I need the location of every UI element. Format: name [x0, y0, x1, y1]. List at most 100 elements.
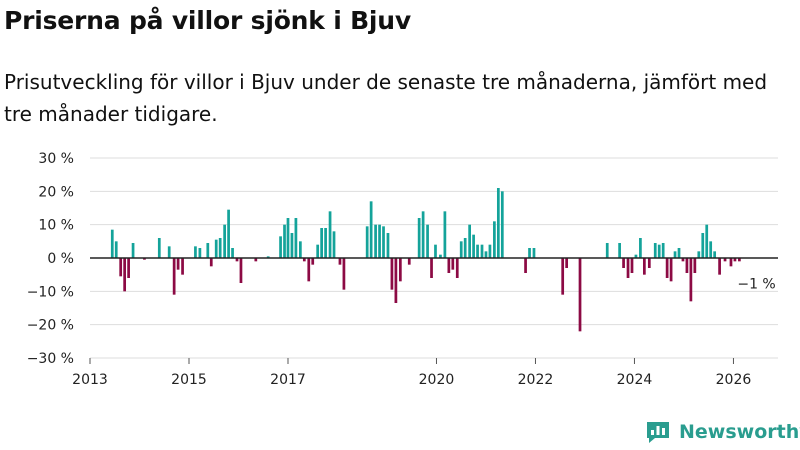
bar [320, 228, 324, 258]
bar [283, 224, 286, 258]
bar [463, 238, 467, 258]
bar [417, 218, 421, 258]
brand-name: Newsworthy [679, 421, 800, 443]
y-tick-label: 10 % [38, 218, 74, 234]
bar [194, 246, 197, 258]
bar [626, 258, 630, 278]
bar [214, 239, 218, 258]
bar [443, 211, 447, 258]
y-tick-label: 0 % [47, 251, 74, 267]
bar [239, 258, 243, 283]
bar [290, 233, 294, 258]
gridlines [90, 157, 778, 359]
bar [378, 224, 381, 258]
bar-series [110, 188, 741, 332]
bar [634, 254, 638, 258]
bar [605, 243, 609, 258]
bar [500, 191, 504, 258]
last-value-label: −1 % [737, 276, 775, 292]
bar [266, 256, 270, 258]
bar [119, 258, 123, 277]
bar [642, 258, 646, 275]
annotations: −1 % [737, 276, 775, 292]
bar [661, 243, 665, 258]
bar [476, 244, 479, 258]
bar-chart: 30 % 20 % 10 % 0 % −10 % −20 % −30 % 2013 2015 2… [27, 151, 778, 388]
bar [235, 258, 239, 262]
bar [332, 231, 336, 258]
x-tick-label: 2022 [518, 372, 554, 388]
bar [302, 258, 306, 262]
x-tick-label: 2013 [72, 372, 108, 388]
bar [369, 201, 373, 258]
y-axis-ticks: 30 % 20 % 10 % 0 % −10 % −20 % −30 % [27, 151, 74, 367]
bar [524, 258, 527, 273]
bar [472, 234, 475, 258]
bar [701, 233, 705, 258]
bar [342, 258, 346, 290]
bar [733, 258, 737, 262]
y-tick-label: 20 % [38, 184, 74, 200]
bar [430, 258, 433, 278]
bar [669, 258, 673, 282]
bar [279, 236, 282, 258]
bar [689, 258, 693, 302]
bar [386, 233, 390, 258]
bar [705, 224, 709, 258]
bar [647, 258, 651, 268]
bar [480, 244, 484, 258]
y-tick-label: 30 % [38, 151, 74, 167]
bar [181, 258, 184, 275]
bar [338, 258, 342, 265]
bar [630, 258, 634, 273]
chart-title: Priserna på villor sjönk i Bjuv [4, 6, 411, 35]
x-tick-label: 2015 [171, 372, 207, 388]
chart-subtitle: Prisutveckling för villor i Bjuv under d… [4, 70, 768, 126]
bar [157, 238, 161, 258]
bar [123, 258, 127, 292]
bar [484, 251, 488, 258]
bar [114, 241, 118, 258]
bar [685, 258, 689, 273]
bar [421, 211, 425, 258]
bar [223, 224, 226, 258]
bar [434, 244, 437, 258]
bar [713, 251, 717, 258]
bar [167, 246, 171, 258]
bar [407, 258, 411, 265]
bar [131, 243, 135, 258]
y-tick-label: −20 % [27, 318, 74, 334]
bar [447, 258, 451, 273]
y-tick-label: −10 % [27, 284, 74, 300]
bar [709, 241, 713, 258]
bar [374, 224, 377, 258]
bar [496, 188, 500, 258]
bar [311, 258, 315, 265]
bar [578, 258, 582, 332]
bar [298, 241, 302, 258]
bar [328, 211, 332, 258]
bar [673, 251, 677, 258]
bar [316, 244, 320, 258]
x-tick-label: 2026 [716, 372, 752, 388]
bar [254, 258, 258, 262]
bar [426, 224, 429, 258]
y-tick-label: −30 % [27, 351, 74, 367]
bar [439, 254, 442, 258]
bar [697, 251, 701, 258]
x-tick-label: 2020 [419, 372, 455, 388]
bar [468, 224, 471, 258]
bar [307, 258, 311, 282]
bar [738, 258, 741, 262]
bar [172, 258, 176, 295]
bar [110, 229, 114, 258]
bar [622, 258, 625, 268]
x-tick-label: 2017 [270, 372, 306, 388]
bar [677, 248, 681, 258]
bar [198, 248, 202, 258]
newsworthy-logo: Newsworthy [645, 420, 800, 444]
bar [394, 258, 398, 303]
bar [324, 228, 327, 258]
bar [206, 243, 210, 258]
bar [657, 244, 661, 258]
